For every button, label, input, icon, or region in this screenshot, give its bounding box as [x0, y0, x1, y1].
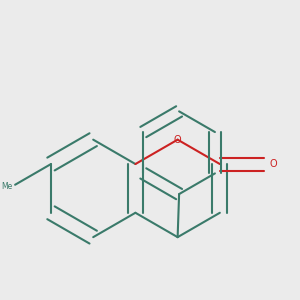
- Text: O: O: [269, 159, 277, 169]
- Text: Me: Me: [1, 182, 12, 191]
- Text: O: O: [174, 135, 182, 145]
